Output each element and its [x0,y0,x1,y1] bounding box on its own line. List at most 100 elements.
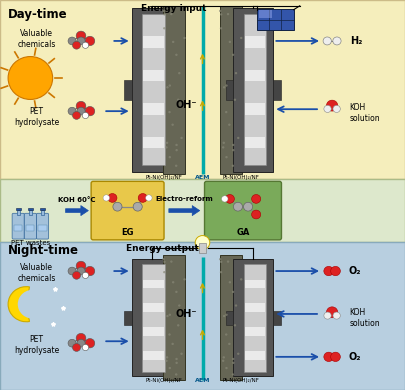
Bar [163,255,185,380]
Bar [143,103,164,115]
FancyBboxPatch shape [24,213,36,239]
Circle shape [68,107,76,115]
Circle shape [77,107,85,115]
Text: O₂: O₂ [348,266,361,276]
Circle shape [235,72,237,74]
Bar [245,328,265,336]
Circle shape [68,267,76,275]
Circle shape [252,210,261,219]
Circle shape [165,360,168,362]
Circle shape [234,324,236,326]
Text: Energy input: Energy input [141,4,207,13]
Bar [273,80,281,99]
Wedge shape [18,290,35,319]
Circle shape [183,278,186,280]
Bar [143,264,164,372]
Circle shape [219,258,222,261]
Circle shape [232,373,234,376]
Circle shape [223,315,225,317]
Circle shape [72,271,81,279]
Text: H₂: H₂ [350,36,363,46]
Text: Night-time: Night-time [8,244,79,257]
Circle shape [76,31,86,41]
Circle shape [168,333,171,336]
Circle shape [178,304,181,307]
Circle shape [175,358,178,360]
Bar [245,36,265,48]
Bar [143,36,164,48]
Circle shape [8,57,53,99]
Circle shape [168,111,171,113]
Circle shape [227,13,229,15]
Bar [273,311,281,325]
Circle shape [237,353,239,355]
Bar [226,311,233,325]
Circle shape [232,54,234,56]
Circle shape [232,362,234,364]
Circle shape [82,112,89,119]
Circle shape [85,36,95,46]
Circle shape [163,271,166,273]
Circle shape [113,202,122,211]
Circle shape [76,261,86,271]
Circle shape [76,101,86,111]
Text: Energy output: Energy output [126,244,198,253]
Circle shape [85,339,95,348]
Bar [38,225,47,231]
Circle shape [223,356,225,358]
Bar [226,80,233,99]
Text: EG: EG [122,228,134,237]
Circle shape [108,193,117,202]
Circle shape [175,362,178,364]
Bar [41,210,44,215]
Circle shape [175,144,178,146]
Circle shape [229,41,231,43]
Bar [143,303,164,312]
Text: PET wastes: PET wastes [11,240,50,246]
Bar [220,6,242,174]
Bar [245,136,265,148]
Bar [124,311,132,325]
Bar [40,208,45,210]
Bar [26,225,34,231]
Bar [245,69,265,82]
Bar [163,6,185,174]
Text: Pt-Ni(OH)₂/NF: Pt-Ni(OH)₂/NF [222,175,260,180]
Bar [257,9,294,30]
Bar [29,210,32,215]
Bar [28,208,33,210]
Circle shape [225,156,228,158]
Circle shape [324,105,331,112]
Bar [124,80,132,99]
Text: KOH
solution: KOH solution [349,103,380,123]
Circle shape [237,137,239,139]
Circle shape [333,37,341,45]
Circle shape [138,193,147,202]
Circle shape [163,261,166,263]
Circle shape [225,314,228,316]
Text: GA: GA [236,228,250,237]
Bar [245,280,265,288]
Circle shape [170,261,173,263]
Circle shape [222,360,224,362]
Circle shape [85,266,95,276]
Bar [199,243,206,253]
Circle shape [232,149,234,151]
Circle shape [77,339,85,347]
Circle shape [175,373,177,376]
Circle shape [77,37,85,45]
Circle shape [68,339,76,347]
Circle shape [163,27,166,30]
Bar [245,103,265,115]
Bar [143,69,164,82]
Circle shape [240,37,243,39]
Bar [17,210,20,215]
Text: Electro-reform: Electro-reform [156,196,213,202]
Circle shape [222,146,224,149]
Circle shape [233,202,243,211]
Circle shape [235,304,237,307]
Text: Pt-Ni(OH)₂/NF: Pt-Ni(OH)₂/NF [145,175,183,180]
Circle shape [72,112,81,119]
Circle shape [175,149,178,151]
Circle shape [232,291,234,293]
